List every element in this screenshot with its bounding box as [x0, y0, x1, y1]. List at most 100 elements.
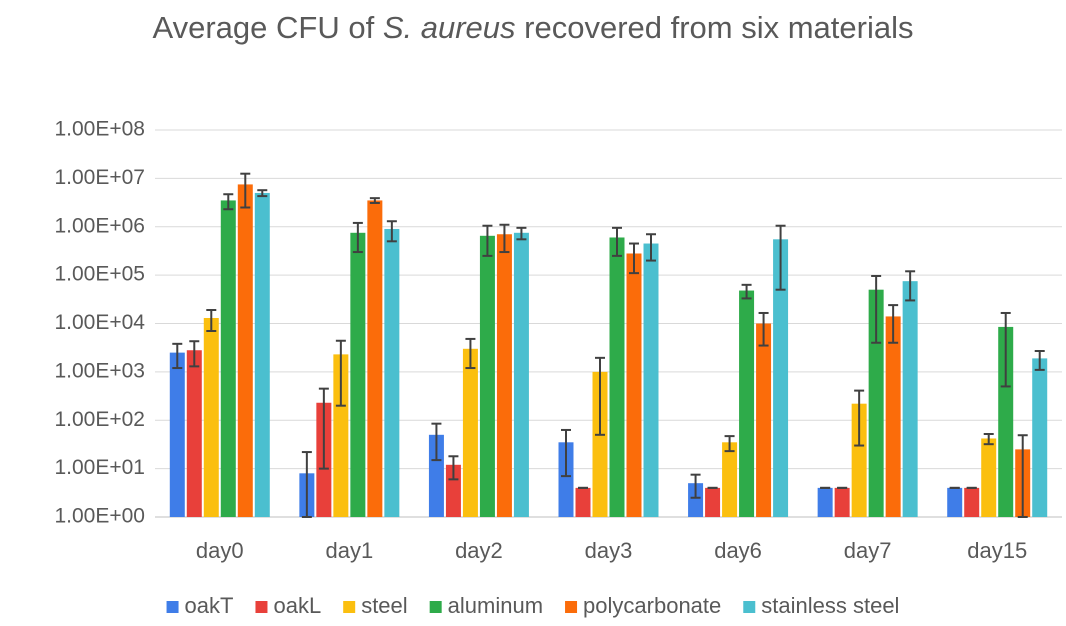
error-bar — [240, 172, 251, 209]
title-text: recovered from six materials — [524, 10, 914, 45]
error-bar — [206, 309, 217, 332]
error-bar — [318, 387, 329, 470]
bar — [237, 184, 253, 517]
bar — [722, 442, 738, 517]
error-bar — [1017, 434, 1028, 518]
bar — [998, 326, 1014, 517]
title-italic: S. aureus — [382, 10, 516, 45]
bar — [558, 442, 574, 517]
error-bar — [758, 311, 769, 347]
error-bar — [741, 283, 752, 300]
error-bar — [595, 356, 605, 436]
bar — [834, 487, 850, 517]
x-tick-label: day15 — [967, 538, 1027, 563]
bar — [496, 234, 512, 517]
bar — [254, 192, 270, 518]
bar — [643, 243, 659, 517]
legend-swatch — [565, 601, 578, 613]
bar — [384, 228, 400, 518]
legend-label: oakL — [273, 593, 321, 618]
legend-label: polycarbonate — [583, 593, 721, 618]
error-bar — [629, 242, 639, 275]
y-tick-label: 1.00E+04 — [54, 311, 145, 334]
bar — [350, 232, 366, 517]
bar — [169, 352, 185, 517]
error-bar — [465, 337, 476, 370]
bar — [220, 200, 236, 517]
bar — [186, 350, 202, 517]
bar — [479, 235, 495, 517]
error-bar — [516, 226, 527, 241]
y-tick-label: 1.00E+01 — [54, 456, 145, 479]
y-tick-label: 1.00E+05 — [54, 263, 145, 286]
bar — [688, 483, 704, 517]
y-tick-label: 1.00E+03 — [54, 359, 145, 382]
error-bar — [888, 304, 899, 344]
x-tick-label: day2 — [455, 538, 503, 563]
y-tick-label: 1.00E+02 — [54, 408, 145, 431]
bar — [513, 232, 529, 517]
error-bar — [499, 223, 510, 254]
bar — [902, 281, 918, 517]
error-bar — [775, 224, 786, 291]
bar — [1032, 358, 1048, 517]
x-tick-label: day6 — [714, 538, 762, 563]
legend-label: oakT — [185, 593, 234, 618]
y-tick-label: 1.00E+06 — [54, 214, 145, 237]
x-tick-label: day0 — [196, 538, 244, 563]
bar — [428, 434, 444, 517]
legend-swatch — [429, 601, 442, 613]
bar — [817, 487, 833, 517]
error-bar — [301, 451, 312, 518]
title-text: Average CFU of — [152, 10, 375, 45]
error-bar — [612, 226, 622, 257]
error-bar — [448, 455, 459, 481]
error-bar — [646, 233, 656, 262]
legend-label: stainless steel — [761, 593, 899, 618]
error-bar — [172, 342, 183, 370]
x-tick-label: day1 — [325, 538, 373, 563]
x-tick-label: day3 — [585, 538, 633, 563]
bar — [609, 237, 625, 517]
bar — [592, 371, 608, 517]
bar — [981, 438, 997, 517]
error-bar — [561, 428, 571, 478]
legend-swatch — [343, 601, 356, 613]
bar — [851, 403, 867, 517]
bar — [203, 317, 219, 517]
bar — [773, 239, 789, 518]
error-bar — [335, 339, 346, 407]
error-bar — [223, 193, 234, 211]
bar — [947, 487, 963, 517]
bar — [964, 487, 980, 517]
bar — [367, 200, 383, 517]
bar — [462, 348, 478, 517]
y-tick-label: 1.00E+07 — [54, 166, 145, 189]
bar — [739, 290, 755, 517]
error-bar — [189, 340, 200, 368]
y-tick-label: 1.00E+08 — [54, 118, 145, 141]
error-bar — [724, 435, 735, 453]
error-bar — [905, 270, 916, 302]
error-bar — [352, 221, 363, 254]
legend-swatch — [255, 601, 268, 613]
error-bar — [369, 197, 380, 204]
error-bar — [1000, 311, 1011, 388]
error-bar — [983, 432, 994, 446]
bar — [575, 487, 591, 517]
bar — [705, 487, 721, 517]
bar — [333, 354, 349, 517]
error-bar — [431, 422, 442, 462]
legend-swatch — [743, 601, 756, 613]
error-bar — [257, 189, 268, 198]
error-bar — [1034, 350, 1045, 371]
y-tick-label: 1.00E+00 — [54, 505, 145, 528]
x-tick-label: day7 — [844, 538, 892, 563]
bar — [885, 316, 901, 517]
error-bar — [386, 220, 397, 243]
legend-label: aluminum — [448, 593, 543, 618]
legend-label: steel — [361, 593, 407, 618]
bar — [868, 289, 884, 517]
